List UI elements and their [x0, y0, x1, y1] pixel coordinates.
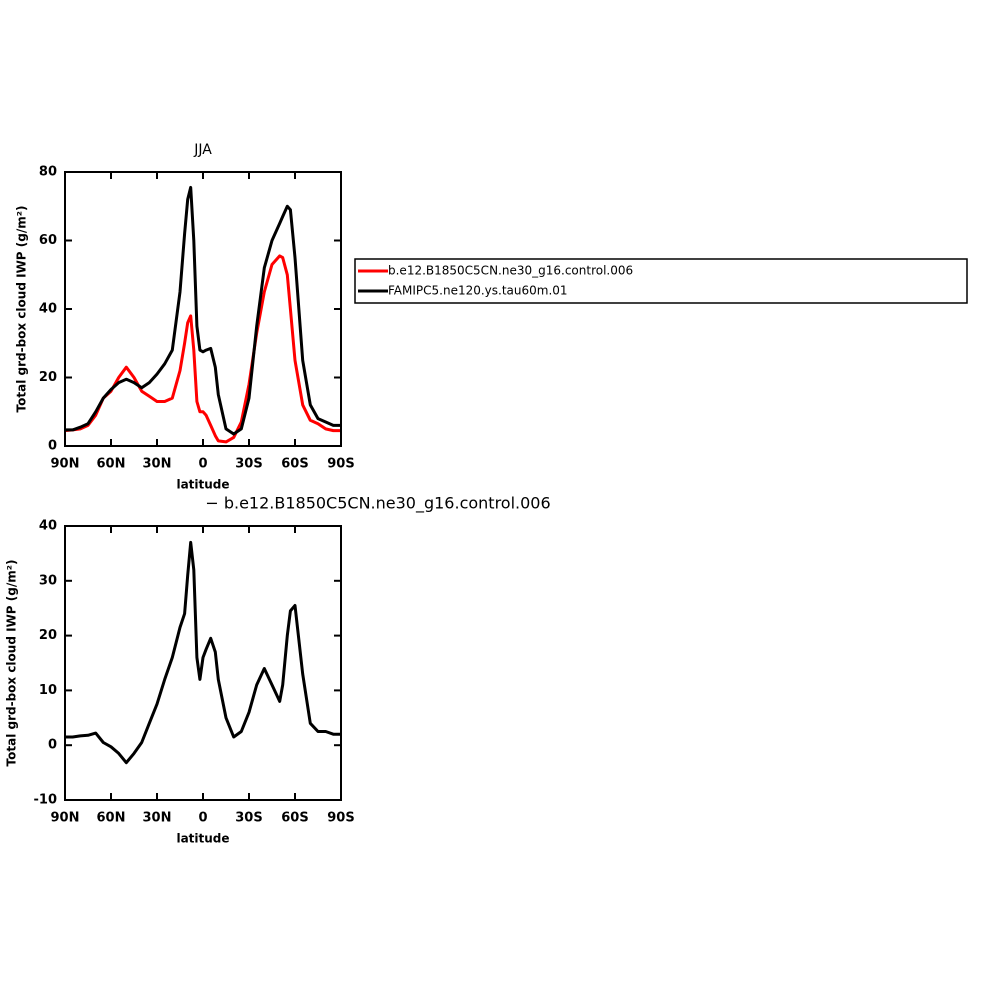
x-tick-label: 0 [198, 811, 207, 826]
y-tick-label: 30 [39, 573, 57, 588]
y-tick-label: -10 [34, 793, 58, 808]
x-tick-label: 90N [51, 811, 80, 826]
data-line [64, 254, 341, 444]
x-axis-label: latitude [176, 478, 229, 492]
y-tick-label: 0 [48, 439, 57, 454]
y-tick-label: 80 [39, 165, 57, 180]
y-tick-label: 60 [39, 233, 57, 248]
x-tick-label: 60N [97, 811, 126, 826]
y-axis-label: Total grd-box cloud IWP (g/m²) [5, 560, 19, 767]
x-tick-label: 30S [235, 457, 262, 472]
y-tick-label: 40 [39, 302, 57, 317]
x-tick-label: 30S [235, 811, 262, 826]
plot-frame [64, 171, 342, 447]
legend-label: FAMIPC5.ne120.ys.tau60m.01 [388, 284, 568, 298]
legend-box [354, 258, 968, 304]
x-tick-label: 90S [327, 457, 354, 472]
x-tick-label: 60S [281, 457, 308, 472]
plot-frame [64, 525, 342, 801]
x-tick-label: 30N [143, 457, 172, 472]
y-axis-label: Total grd-box cloud IWP (g/m²) [15, 206, 29, 413]
x-tick-label: 60S [281, 811, 308, 826]
y-tick-label: 20 [39, 628, 57, 643]
x-axis-label: latitude [176, 832, 229, 846]
x-tick-label: 60N [97, 457, 126, 472]
chart-title: − b.e12.B1850C5CN.ne30_g16.control.006 [205, 494, 550, 514]
x-tick-label: 0 [198, 457, 207, 472]
y-tick-label: 0 [48, 738, 57, 753]
y-tick-label: 10 [39, 683, 57, 698]
x-tick-label: 90N [51, 457, 80, 472]
chart-title: JJA [193, 142, 212, 158]
data-line [65, 540, 341, 765]
x-tick-label: 30N [143, 811, 172, 826]
x-tick-label: 90S [327, 811, 354, 826]
y-tick-label: 40 [39, 519, 57, 534]
data-line [65, 185, 341, 436]
y-tick-label: 20 [39, 370, 57, 385]
legend-label: b.e12.B1850C5CN.ne30_g16.control.006 [388, 264, 633, 278]
